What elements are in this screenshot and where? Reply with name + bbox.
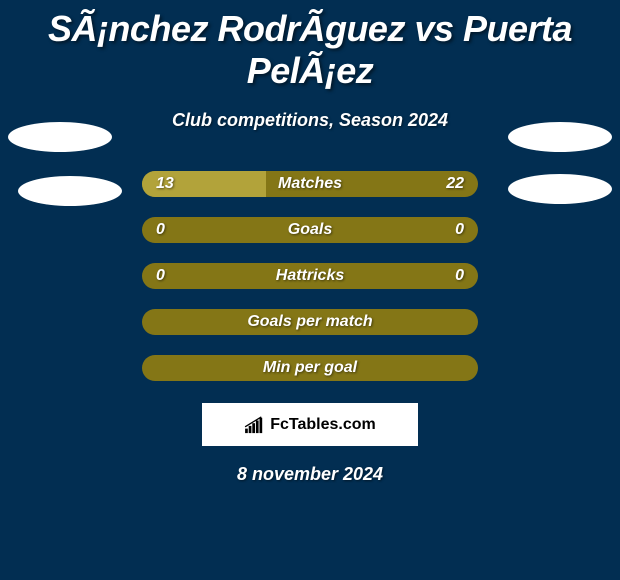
stat-row-mpg: Min per goal [0, 355, 620, 381]
stat-row-gpm: Goals per match [0, 309, 620, 335]
stat-row-goals: 0 Goals 0 [0, 217, 620, 243]
stat-bar: 0 Goals 0 [142, 217, 478, 243]
stat-label: Matches [278, 175, 342, 193]
player-left-icon-1 [8, 122, 112, 152]
stat-value-right: 0 [455, 221, 464, 239]
logo-content: FcTables.com [244, 416, 376, 434]
stat-label: Min per goal [263, 359, 357, 377]
stat-bar: Goals per match [142, 309, 478, 335]
player-right-icon-1 [508, 122, 612, 152]
page-title: SÃ¡nchez RodrÃ­guez vs Puerta PelÃ¡ez [0, 0, 620, 92]
logo-text: FcTables.com [270, 416, 376, 434]
stat-bar: 13 Matches 22 [142, 171, 478, 197]
player-left-icon-2 [18, 176, 122, 206]
player-right-icon-2 [508, 174, 612, 204]
stat-value-left: 0 [156, 267, 165, 285]
logo-box: FcTables.com [202, 403, 418, 446]
stat-value-left: 13 [156, 175, 174, 193]
stat-label: Goals [288, 221, 332, 239]
chart-icon [244, 416, 266, 434]
stat-bar: 0 Hattricks 0 [142, 263, 478, 289]
stat-label: Goals per match [247, 313, 372, 331]
stat-value-left: 0 [156, 221, 165, 239]
stat-bar: Min per goal [142, 355, 478, 381]
stat-value-right: 0 [455, 267, 464, 285]
stat-row-hattricks: 0 Hattricks 0 [0, 263, 620, 289]
stat-value-right: 22 [446, 175, 464, 193]
stat-label: Hattricks [276, 267, 344, 285]
date-text: 8 november 2024 [0, 464, 620, 485]
